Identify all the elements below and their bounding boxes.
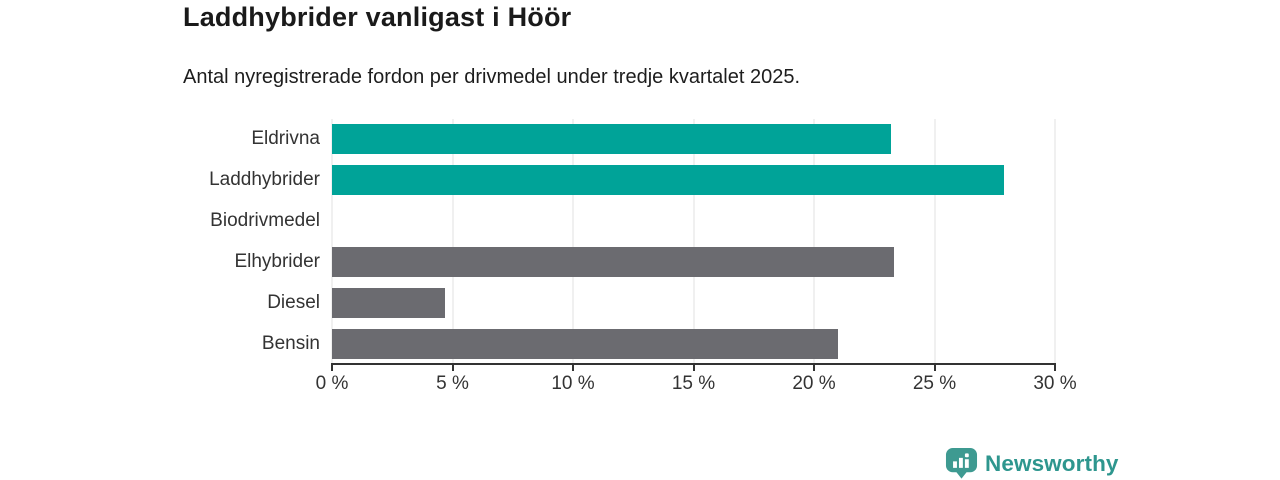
x-axis-tick [451,365,454,371]
x-axis-tick-label: 20 % [792,373,836,394]
x-axis-tick-label: 30 % [1033,373,1077,394]
x-axis-tick-labels: 0 % 5 % 10 % 15 % 20 % 25 % 30 % [316,373,1077,397]
bar-row [332,282,1055,323]
brand-footer: Newsworthy [945,447,1119,480]
bar-row [332,241,1055,282]
category-label: Elhybrider [234,250,320,272]
x-axis-tick-label: 5 % [436,373,469,394]
gridline [1054,119,1056,364]
x-axis-tick [692,365,695,371]
x-axis-tick-label: 25 % [912,373,957,394]
x-axis-tick-label: 15 % [671,373,716,394]
x-axis-tick-label: 10 % [551,373,595,394]
bar [332,328,839,359]
x-axis-tick-label: 0 % [315,373,349,394]
gridline [572,119,574,364]
bar-row [332,119,1055,160]
bar-row [332,323,1055,364]
x-axis-tick [331,365,333,371]
category-label: Eldrivna [251,128,320,150]
category-labels: Eldrivna Laddhybrider Biodrivmedel Elhybrid… [0,119,320,364]
bar-row [332,201,1055,242]
bar [332,124,892,155]
x-axis-tick [572,365,574,371]
category-label: Bensin [261,332,320,354]
x-axis-tick [1054,365,1056,371]
plot-area [331,119,1056,364]
bar [332,287,446,318]
x-axis-tick [813,365,815,371]
gridline [331,119,333,364]
chart-title: Laddhybrider vanligast i Höör [183,2,572,32]
gridline [693,119,694,364]
category-label: Laddhybrider [209,169,320,191]
x-axis-ticks [331,365,1056,371]
bar-row [332,160,1055,201]
x-axis-line [331,363,1056,365]
bar [332,246,894,277]
bar-rows [332,119,1055,364]
newsworthy-logo-icon [945,447,978,479]
chart-subtitle: Antal nyregistrerade fordon per drivmede… [183,66,801,88]
x-axis-tick [933,365,936,371]
category-label: Biodrivmedel [210,210,320,232]
bar [332,165,1005,196]
gridline [813,119,815,364]
gridline [934,119,935,364]
brand-name: Newsworthy [985,450,1119,476]
gridline [452,119,453,364]
category-label: Diesel [267,291,320,313]
